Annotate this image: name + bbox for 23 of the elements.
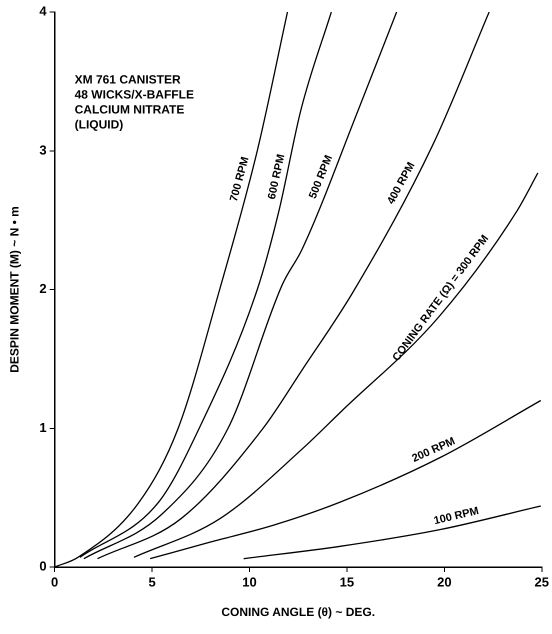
annotation: (LIQUID) <box>74 117 124 132</box>
annotation: 48 WICKS/X-BAFFLE <box>74 87 194 102</box>
annotation: XM 761 CANISTER <box>74 72 181 86</box>
x-tick-label: 10 <box>242 574 257 590</box>
text: 600 RPM <box>266 153 288 200</box>
annotation: CALCIUM NITRATE <box>74 102 184 116</box>
x-tick-label: 0 <box>51 574 58 590</box>
y-tick-label: 1 <box>39 420 47 435</box>
y-tick-label: 4 <box>39 4 48 19</box>
text: 700 RPM <box>228 156 252 203</box>
x-tick-label: 15 <box>340 574 354 590</box>
text: 500 RPM <box>306 154 336 201</box>
y-tick-label: 2 <box>39 281 47 296</box>
y-tick-label: 0 <box>39 558 47 574</box>
x-axis-title: CONING ANGLE (θ) ~ DEG. <box>221 605 376 620</box>
y-axis-title: DESPIN MOMENT (M) ~ N • m <box>8 206 22 373</box>
x-tick-label: 5 <box>148 574 156 590</box>
text: 200 RPM <box>410 435 457 465</box>
y-tick-label: 3 <box>39 142 47 158</box>
x-tick-label: 20 <box>437 574 452 590</box>
text: 400 RPM <box>385 160 418 206</box>
text: 100 RPM <box>432 505 480 528</box>
x-tick-label: 25 <box>534 574 550 590</box>
